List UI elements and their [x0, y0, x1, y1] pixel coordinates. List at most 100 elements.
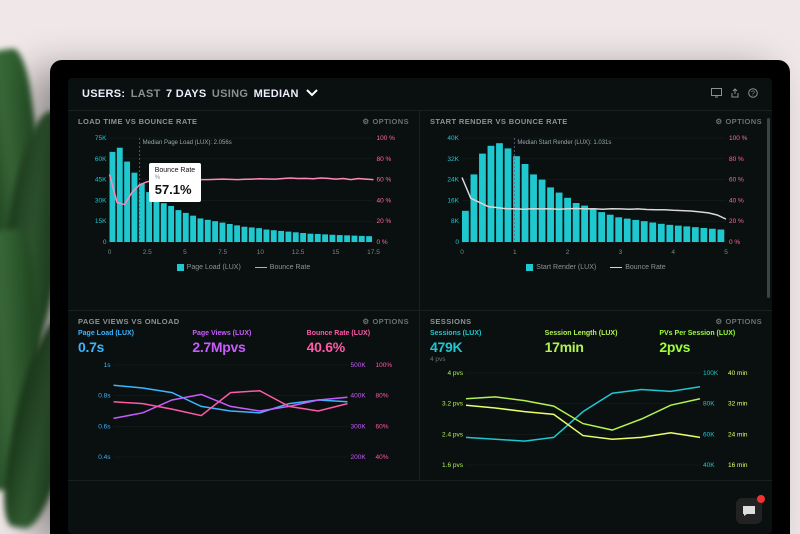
gear-icon: ⚙ — [715, 317, 722, 326]
svg-text:4 pvs: 4 pvs — [447, 370, 463, 377]
panel-title: SESSIONS — [430, 317, 472, 326]
svg-text:10: 10 — [257, 249, 265, 256]
svg-text:40 min: 40 min — [728, 370, 748, 377]
chat-widget[interactable] — [736, 498, 762, 524]
svg-text:400K: 400K — [351, 393, 367, 400]
svg-text:5: 5 — [724, 249, 728, 256]
svg-text:4: 4 — [671, 249, 675, 256]
svg-text:0: 0 — [460, 249, 464, 256]
tooltip-label: Bounce Rate — [155, 167, 195, 175]
gear-icon: ⚙ — [362, 117, 369, 126]
svg-text:40 %: 40 % — [377, 197, 392, 204]
svg-text:40K: 40K — [703, 462, 715, 469]
svg-text:100%: 100% — [376, 362, 393, 369]
svg-text:100 %: 100 % — [377, 135, 396, 142]
bounce-tooltip: Bounce Rate % 57.1% — [149, 163, 201, 202]
panel-load-bounce: LOAD TIME VS BOUNCE RATE ⚙OPTIONS 75K60K… — [68, 111, 420, 311]
pageviews-chart: 1s 0.8s 0.6s 0.4s 500K 400K 300K 200K 100% 80% 60%… — [78, 361, 409, 461]
options-button[interactable]: ⚙OPTIONS — [362, 317, 409, 326]
help-icon[interactable]: ? — [748, 88, 758, 100]
page-header: USERS: LAST 7 DAYS USING MEDIAN ? — [68, 78, 772, 111]
svg-text:60%: 60% — [376, 423, 389, 430]
svg-text:40%: 40% — [376, 454, 389, 461]
svg-text:12.5: 12.5 — [292, 249, 305, 256]
svg-text:32K: 32K — [447, 156, 459, 163]
chat-icon — [742, 505, 756, 517]
svg-text:45K: 45K — [95, 177, 107, 184]
panel-title: START RENDER VS BOUNCE RATE — [430, 117, 568, 126]
title-range: 7 DAYS — [166, 88, 207, 100]
svg-text:0: 0 — [103, 239, 107, 246]
svg-text:0.4s: 0.4s — [98, 454, 111, 461]
svg-text:60K: 60K — [703, 431, 715, 438]
svg-text:3.2 pvs: 3.2 pvs — [442, 401, 464, 408]
legend-load-bounce: Page Load (LUX)Bounce Rate — [78, 264, 409, 271]
svg-text:0.8s: 0.8s — [98, 393, 111, 400]
panel-pageviews: PAGE VIEWS VS ONLOAD ⚙OPTIONS Page Load … — [68, 311, 420, 481]
svg-text:24K: 24K — [447, 177, 459, 184]
load-bounce-chart: 75K60K45K30K15K0100 %80 %60 %40 %20 %0 %… — [78, 130, 409, 260]
options-button[interactable]: ⚙OPTIONS — [715, 117, 762, 126]
svg-text:2.4 pvs: 2.4 pvs — [442, 431, 464, 438]
svg-text:40K: 40K — [447, 135, 459, 142]
svg-text:0 %: 0 % — [377, 239, 388, 246]
svg-text:200K: 200K — [351, 454, 367, 461]
svg-text:20 %: 20 % — [729, 218, 744, 225]
share-icon[interactable] — [730, 88, 740, 100]
svg-text:60 %: 60 % — [729, 177, 744, 184]
start-bounce-chart: 40K32K24K16K8K0100 %80 %60 %40 %20 %0 %0… — [430, 130, 762, 260]
options-button[interactable]: ⚙OPTIONS — [362, 117, 409, 126]
svg-text:17.5: 17.5 — [367, 249, 380, 256]
panel-title: LOAD TIME VS BOUNCE RATE — [78, 117, 197, 126]
sessions-chart: 4 pvs3.2 pvs2.4 pvs1.6 pvs100K80K60K40K4… — [430, 369, 762, 469]
svg-text:1: 1 — [513, 249, 517, 256]
laptop-frame: USERS: LAST 7 DAYS USING MEDIAN ? LOAD T… — [50, 60, 790, 534]
pageviews-stats: Page Load (LUX)0.7sPage Views (LUX)2.7Mp… — [78, 330, 409, 355]
gear-icon: ⚙ — [715, 117, 722, 126]
svg-text:32 min: 32 min — [728, 401, 748, 408]
svg-text:15K: 15K — [95, 218, 107, 225]
svg-text:2.5: 2.5 — [143, 249, 152, 256]
scrollbar[interactable] — [767, 118, 770, 298]
svg-text:0: 0 — [455, 239, 459, 246]
svg-text:80 %: 80 % — [729, 156, 744, 163]
svg-text:16 min: 16 min — [728, 462, 748, 469]
panel-sessions: SESSIONS ⚙OPTIONS Sessions (LUX)479K4 pv… — [420, 311, 772, 481]
svg-text:40 %: 40 % — [729, 197, 744, 204]
svg-text:300K: 300K — [351, 423, 367, 430]
header-toolbar: ? — [711, 88, 758, 100]
legend-start-bounce: Start Render (LUX)Bounce Rate — [430, 264, 762, 271]
svg-text:0: 0 — [108, 249, 112, 256]
svg-text:100 %: 100 % — [729, 135, 748, 142]
svg-text:?: ? — [751, 91, 755, 98]
title-mid2: USING — [212, 88, 248, 100]
options-button[interactable]: ⚙OPTIONS — [715, 317, 762, 326]
chevron-down-icon[interactable] — [306, 88, 318, 100]
page-title[interactable]: USERS: LAST 7 DAYS USING MEDIAN — [82, 88, 318, 100]
svg-text:2: 2 — [566, 249, 570, 256]
title-metric: MEDIAN — [254, 88, 299, 100]
svg-text:30K: 30K — [95, 197, 107, 204]
svg-text:0 %: 0 % — [729, 239, 740, 246]
svg-text:Median Start Render (LUX): 1.0: Median Start Render (LUX): 1.031s — [517, 140, 611, 146]
svg-text:20 %: 20 % — [377, 218, 392, 225]
svg-text:60K: 60K — [95, 156, 107, 163]
monitor-icon[interactable] — [711, 88, 722, 100]
svg-text:15: 15 — [332, 249, 340, 256]
svg-text:0.6s: 0.6s — [98, 423, 111, 430]
svg-text:80%: 80% — [376, 393, 389, 400]
svg-text:Median Page Load (LUX): 2.056s: Median Page Load (LUX): 2.056s — [143, 140, 232, 146]
tooltip-value: 57.1% — [155, 182, 195, 198]
svg-text:5: 5 — [183, 249, 187, 256]
svg-text:8K: 8K — [451, 218, 460, 225]
svg-text:500K: 500K — [351, 362, 367, 369]
svg-text:60 %: 60 % — [377, 177, 392, 184]
svg-text:1.6 pvs: 1.6 pvs — [442, 462, 464, 469]
svg-text:7.5: 7.5 — [218, 249, 227, 256]
title-prefix: USERS: — [82, 88, 125, 100]
dashboard-screen: USERS: LAST 7 DAYS USING MEDIAN ? LOAD T… — [68, 78, 772, 534]
svg-text:80K: 80K — [703, 401, 715, 408]
svg-text:1s: 1s — [104, 362, 112, 369]
dashboard-grid: LOAD TIME VS BOUNCE RATE ⚙OPTIONS 75K60K… — [68, 111, 772, 481]
title-mid1: LAST — [131, 88, 161, 100]
